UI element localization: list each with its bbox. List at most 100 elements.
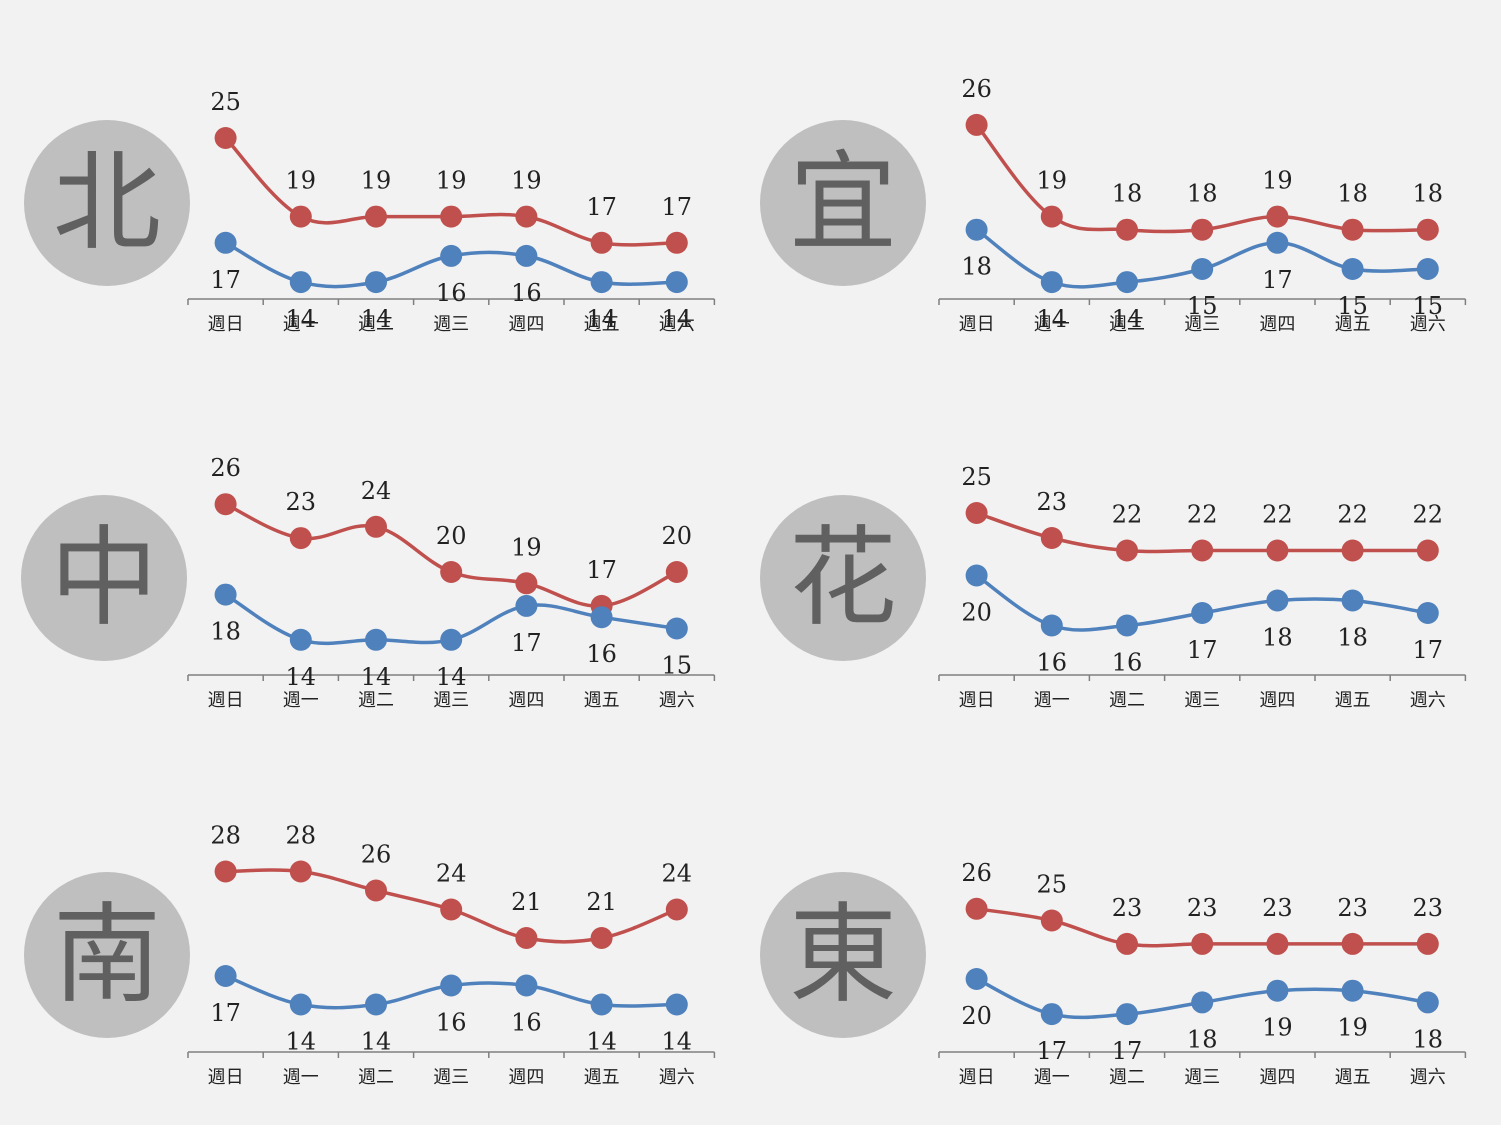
low-series-point bbox=[365, 628, 387, 651]
high-series-point bbox=[1416, 539, 1439, 562]
low-data-label: 16 bbox=[1037, 649, 1068, 677]
high-data-label: 26 bbox=[961, 75, 992, 103]
high-data-label: 24 bbox=[436, 860, 467, 888]
low-series-point bbox=[289, 271, 312, 294]
low-series-point bbox=[1191, 602, 1214, 624]
x-tick-label: 週四 bbox=[1259, 314, 1295, 335]
low-series-point bbox=[1040, 271, 1063, 294]
x-tick-label: 週六 bbox=[659, 314, 695, 335]
high-series-point bbox=[590, 927, 613, 949]
region-label: 中 bbox=[50, 516, 158, 641]
chart-panel: 南週日 週一 週二 週三 週四 週五 週六 28 28 26 24 21 21 24 17 14 14 16 16 1… bbox=[24, 822, 716, 1088]
x-tick-label: 週一 bbox=[283, 690, 319, 711]
x-tick-label: 週三 bbox=[433, 690, 469, 711]
high-data-label: 18 bbox=[1413, 180, 1444, 208]
low-series-point bbox=[365, 993, 387, 1016]
x-tick-label: 週日 bbox=[959, 690, 995, 711]
x-tick-label: 週五 bbox=[584, 690, 620, 711]
low-series-point bbox=[1116, 1003, 1138, 1026]
low-data-label: 16 bbox=[436, 1009, 467, 1037]
low-data-label: 16 bbox=[436, 279, 467, 307]
high-series-point bbox=[515, 927, 538, 949]
high-data-label: 17 bbox=[662, 193, 693, 221]
x-tick-label: 週五 bbox=[584, 1067, 620, 1088]
low-series-point bbox=[1116, 271, 1138, 294]
low-data-label: 20 bbox=[961, 1002, 992, 1030]
low-series-point bbox=[590, 271, 613, 294]
high-series-point bbox=[1040, 909, 1063, 932]
low-data-label: 16 bbox=[1112, 649, 1143, 677]
high-data-label: 23 bbox=[1187, 894, 1218, 922]
low-series-point bbox=[1266, 589, 1289, 612]
x-tick-label: 週五 bbox=[1335, 690, 1371, 711]
x-tick-label: 週六 bbox=[659, 1067, 695, 1088]
high-data-label: 22 bbox=[1187, 501, 1218, 529]
low-series-point bbox=[440, 628, 463, 651]
x-tick-label: 週四 bbox=[508, 314, 544, 335]
high-series-point bbox=[1266, 539, 1289, 562]
high-series-point bbox=[440, 205, 463, 228]
low-series-point bbox=[1266, 231, 1289, 254]
high-data-label: 20 bbox=[436, 522, 467, 550]
x-tick-label: 週日 bbox=[208, 1067, 244, 1088]
low-series-point bbox=[515, 974, 538, 997]
low-data-label: 14 bbox=[1037, 305, 1068, 333]
high-data-label: 23 bbox=[1337, 894, 1368, 922]
high-data-label: 23 bbox=[286, 488, 317, 516]
high-data-label: 23 bbox=[1112, 894, 1143, 922]
low-series-point bbox=[1341, 258, 1364, 280]
low-data-label: 17 bbox=[1037, 1037, 1068, 1065]
high-series-point bbox=[665, 561, 688, 583]
low-series-point bbox=[665, 271, 688, 294]
high-data-label: 19 bbox=[1037, 167, 1068, 195]
low-data-label: 18 bbox=[1413, 1025, 1444, 1053]
x-tick-label: 週日 bbox=[959, 1067, 995, 1088]
high-series-point bbox=[214, 493, 237, 516]
low-series-point bbox=[515, 244, 538, 267]
high-series-point bbox=[1116, 539, 1138, 562]
x-tick-label: 週四 bbox=[508, 1067, 544, 1088]
high-data-label: 28 bbox=[286, 822, 317, 850]
high-data-label: 24 bbox=[662, 860, 693, 888]
x-tick-label: 週五 bbox=[1335, 1067, 1371, 1088]
low-data-label: 14 bbox=[662, 1028, 693, 1056]
x-tick-label: 週六 bbox=[1410, 1067, 1446, 1088]
high-series-point bbox=[365, 515, 387, 538]
x-tick-label: 週二 bbox=[358, 314, 394, 335]
low-series-point bbox=[1116, 614, 1138, 637]
region-badge bbox=[24, 120, 190, 286]
region-label: 東 bbox=[789, 893, 897, 1018]
chart-panel: 中週日 週一 週二 週三 週四 週五 週六 26 23 24 20 19 17 20 18 14 14 14 17 1… bbox=[21, 454, 716, 711]
low-data-label: 14 bbox=[586, 1028, 617, 1056]
region-badge bbox=[760, 495, 926, 661]
low-data-label: 14 bbox=[586, 305, 617, 333]
high-series-point bbox=[965, 897, 988, 920]
low-data-label: 17 bbox=[1413, 636, 1444, 664]
low-series-point bbox=[1341, 979, 1364, 1002]
high-series-point bbox=[665, 231, 688, 254]
high-series-point bbox=[965, 113, 988, 136]
low-data-label: 14 bbox=[286, 1028, 317, 1056]
low-data-label: 14 bbox=[286, 305, 317, 333]
high-data-label: 19 bbox=[511, 167, 542, 195]
high-series-point bbox=[289, 527, 312, 550]
low-series-point bbox=[214, 965, 237, 987]
high-data-label: 19 bbox=[1262, 167, 1293, 195]
low-series-point bbox=[1416, 991, 1439, 1014]
region-badge bbox=[21, 495, 187, 661]
high-data-label: 19 bbox=[436, 167, 467, 195]
low-data-label: 14 bbox=[361, 1028, 392, 1056]
low-data-label: 16 bbox=[511, 1009, 542, 1037]
low-series-point bbox=[1266, 979, 1289, 1002]
high-series-point bbox=[1341, 539, 1364, 562]
low-series-point bbox=[214, 231, 237, 254]
high-series-point bbox=[965, 502, 988, 524]
low-data-label: 14 bbox=[361, 663, 392, 691]
low-series-point bbox=[1416, 258, 1439, 280]
chart-panel: 北週日 週一 週二 週三 週四 週五 週六 25 19 19 19 19 17 17 17 14 14 16 16 1… bbox=[24, 88, 716, 335]
low-data-label: 16 bbox=[586, 640, 617, 668]
region-label: 花 bbox=[789, 516, 897, 641]
low-series-point bbox=[440, 244, 463, 267]
x-tick-label: 週五 bbox=[584, 314, 620, 335]
low-series-point bbox=[1191, 258, 1214, 280]
